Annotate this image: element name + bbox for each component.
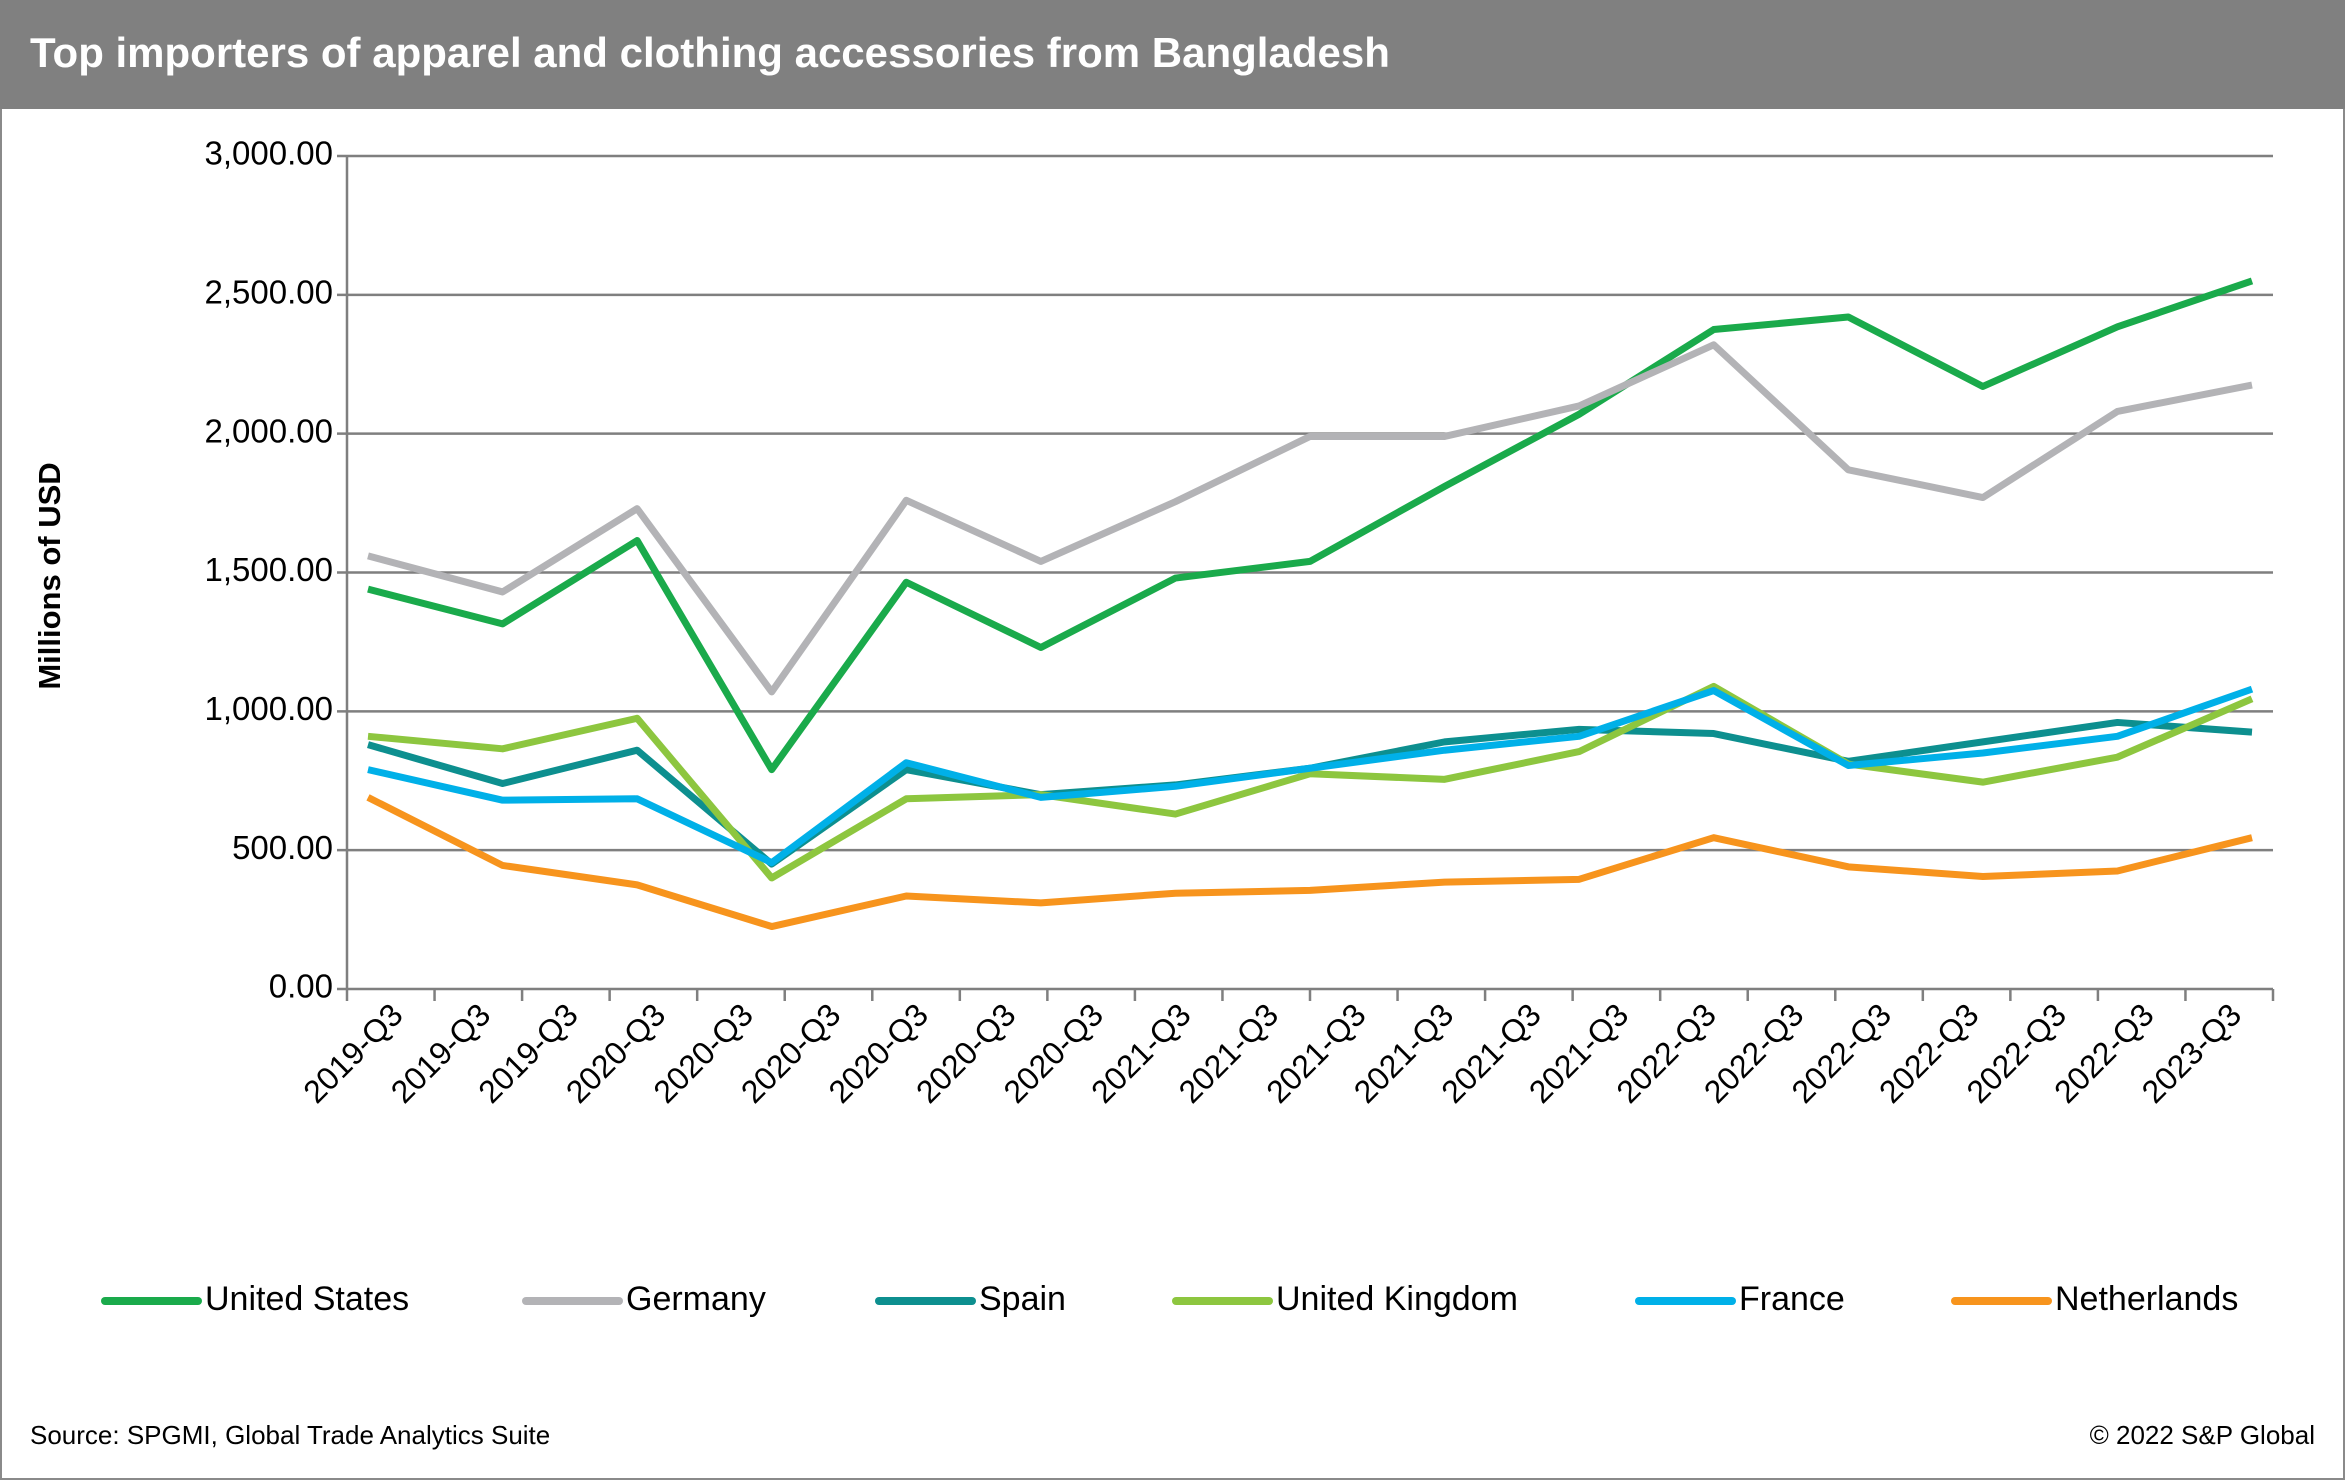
legend-label: United States [205,1280,409,1318]
legend-label: Germany [626,1280,766,1318]
series-line [367,277,2254,774]
y-axis-label: Millions of USD [32,462,67,689]
header [0,0,2345,109]
y-tick-label: 2,000.00 [205,412,333,449]
series-line [367,685,2254,867]
y-tick-label: 500.00 [232,829,333,866]
y-tick-label: 3,000.00 [205,135,333,172]
y-tick-label: 1,000.00 [205,690,333,727]
legend-label: United Kingdom [1276,1280,1518,1318]
y-tick-label: 2,500.00 [205,274,333,311]
source: Source: SPGMI, Global Trade Analytics Su… [30,1420,550,1450]
legend-label: France [1739,1280,1845,1318]
copyright: © 2022 S&P Global [2090,1420,2315,1450]
y-tick-label: 1,500.00 [205,551,333,588]
series-line [367,682,2254,882]
series-line [366,794,2253,931]
series-line [367,341,2253,696]
chart-title: Top importers of apparel and clothing ac… [30,29,1390,76]
y-tick-label: 0.00 [269,968,333,1005]
legend-label: Netherlands [2055,1280,2238,1318]
legend-label: Spain [979,1280,1066,1318]
